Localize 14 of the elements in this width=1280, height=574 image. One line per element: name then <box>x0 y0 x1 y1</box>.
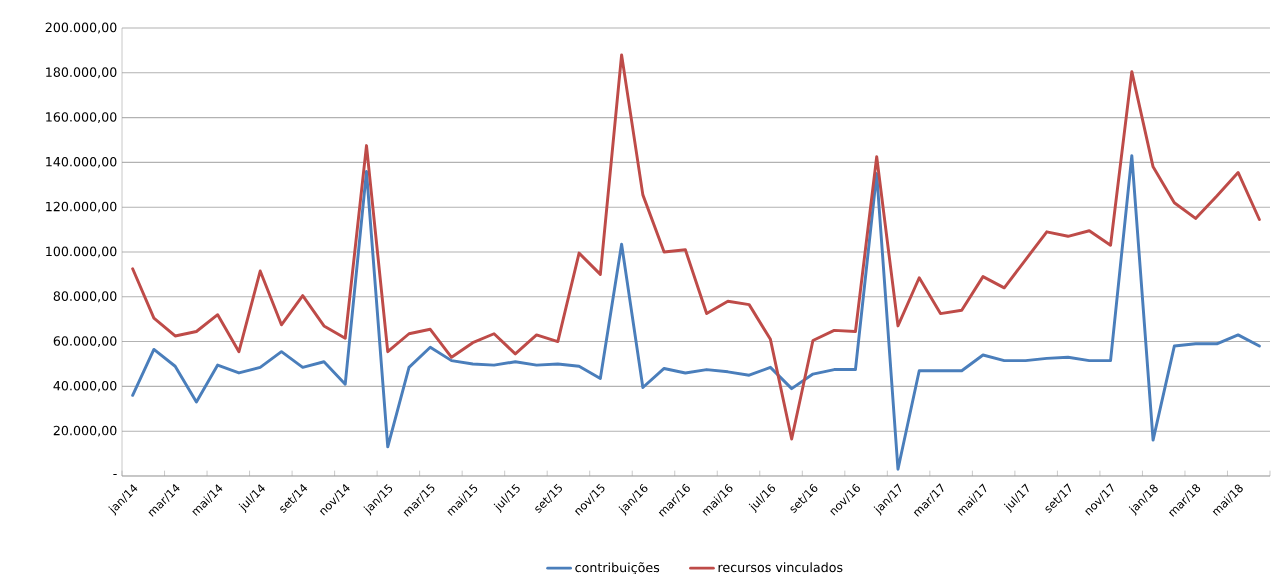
y-tick-label: 180.000,00 <box>46 67 117 79</box>
y-tick-label: 100.000,00 <box>46 246 117 258</box>
y-tick-label: 200.000,00 <box>45 22 117 34</box>
y-tick-label: 20.000,00 <box>53 425 117 437</box>
y-tick-label: 40.000,00 <box>53 380 117 392</box>
line-series <box>131 53 1261 441</box>
y-tick-label: 160.000,00 <box>46 112 117 124</box>
y-tick-label: 120.000,00 <box>46 201 117 213</box>
legend-label: contribuições <box>575 562 660 574</box>
y-tick-label: - <box>113 474 117 476</box>
y-tick-label: 80.000,00 <box>53 291 117 303</box>
y-tick-label: 140.000,00 <box>46 156 117 168</box>
y-tick-label: 60.000,00 <box>53 336 117 348</box>
legend-label: recursos vinculados <box>718 562 843 573</box>
